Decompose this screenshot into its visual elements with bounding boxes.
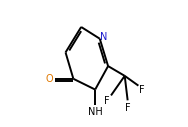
Text: O: O [46, 74, 53, 84]
Text: F: F [139, 85, 145, 95]
Text: N: N [100, 32, 107, 42]
Text: F: F [125, 103, 130, 113]
Text: NH: NH [88, 107, 102, 117]
Text: F: F [104, 96, 110, 106]
